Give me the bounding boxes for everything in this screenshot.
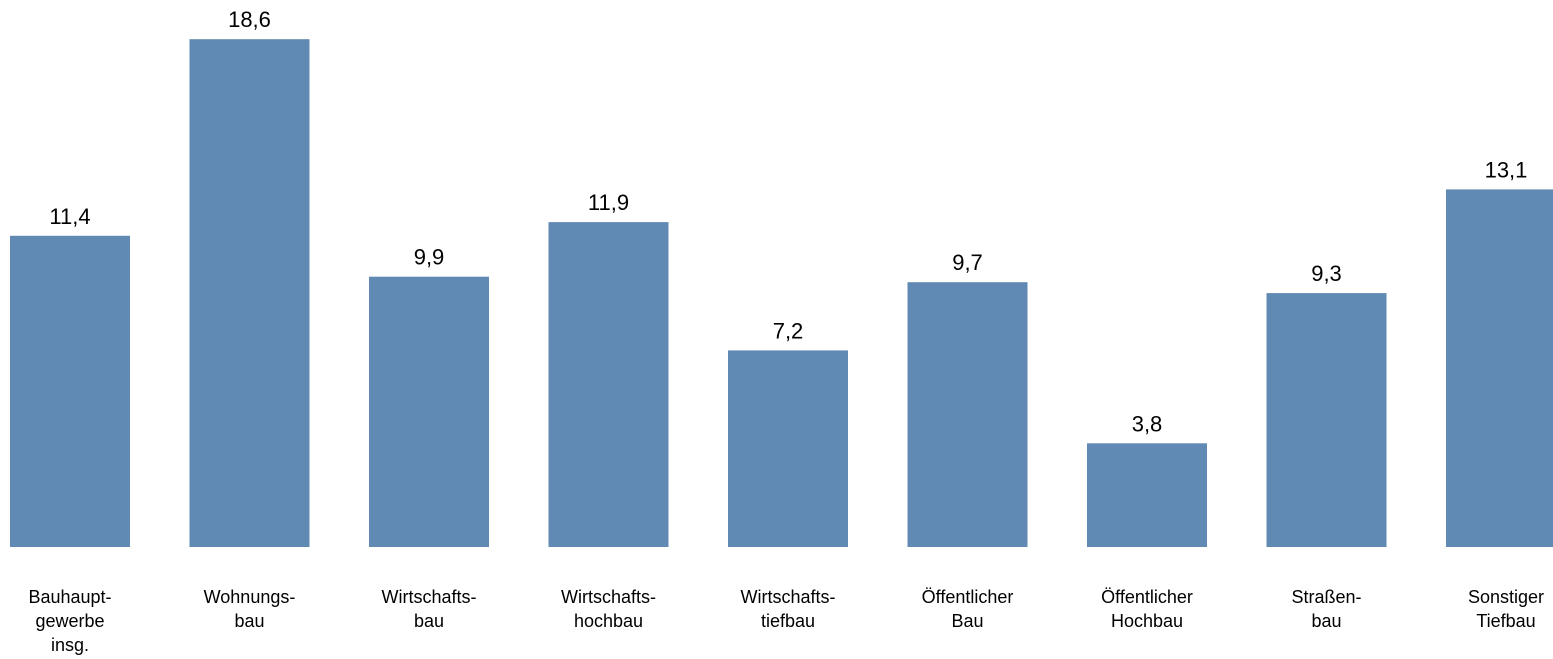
- category-label-line: Sonstiger: [1468, 587, 1544, 607]
- category-label-line: Bauhaupt-: [28, 587, 111, 607]
- category-label-line: Wirtschafts-: [740, 587, 835, 607]
- value-label-6: 3,8: [1132, 411, 1163, 436]
- category-label-line: Straßen-: [1291, 587, 1361, 607]
- category-labels-group: Bauhaupt-gewerbe insg.Wohnungs-bauWirtsch…: [28, 587, 1544, 655]
- value-labels-group: 11,4 18,6 9,9 11,9 7,2 9,7 3,8 9,3 13,1: [49, 7, 1527, 436]
- category-label-line: Öffentlicher: [922, 587, 1014, 607]
- category-label-1: Wohnungs-bau: [204, 587, 296, 631]
- category-label-line: tiefbau: [761, 611, 815, 631]
- category-label-line: Wirtschafts-: [561, 587, 656, 607]
- value-label-3: 11,9: [588, 190, 629, 215]
- bar-5: [907, 282, 1028, 547]
- category-label-line: insg.: [51, 635, 89, 655]
- category-label-6: Öffentlicher Hochbau: [1101, 587, 1193, 631]
- value-label-7: 9,3: [1311, 261, 1342, 286]
- category-label-line: hochbau: [574, 611, 643, 631]
- value-label-0: 11,4: [49, 204, 90, 229]
- bars-group: [10, 39, 1553, 548]
- value-label-1: 18,6: [228, 7, 271, 32]
- category-label-line: Wohnungs-: [204, 587, 296, 607]
- bar-7: [1266, 293, 1387, 547]
- category-label-line: bau: [1311, 611, 1341, 631]
- category-label-5: Öffentlicher Bau: [922, 587, 1014, 631]
- bar-6: [1087, 443, 1207, 547]
- value-label-4: 7,2: [773, 318, 804, 343]
- category-label-line: Bau: [951, 611, 983, 631]
- category-label-line: bau: [414, 611, 444, 631]
- value-label-8: 13,1: [1485, 157, 1528, 182]
- value-label-2: 9,9: [414, 245, 445, 270]
- category-label-line: bau: [234, 611, 264, 631]
- category-label-line: Öffentlicher: [1101, 587, 1193, 607]
- category-label-line: gewerbe: [35, 611, 104, 631]
- category-label-0: Bauhaupt-gewerbe insg.: [28, 587, 111, 655]
- bar-0: [10, 235, 130, 548]
- category-label-7: Straßen-bau: [1291, 587, 1361, 631]
- category-label-line: Tiefbau: [1476, 611, 1535, 631]
- category-label-8: Sonstiger Tiefbau: [1468, 587, 1544, 631]
- category-label-2: Wirtschafts-bau: [381, 587, 476, 631]
- bar-1: [189, 39, 310, 547]
- bar-8: [1446, 189, 1553, 547]
- bar-3: [548, 222, 669, 547]
- category-label-3: Wirtschafts-hochbau: [561, 587, 656, 631]
- value-label-5: 9,7: [952, 250, 983, 275]
- bar-2: [369, 276, 489, 547]
- bar-4: [728, 350, 848, 547]
- category-label-4: Wirtschafts-tiefbau: [740, 587, 835, 631]
- category-label-line: Wirtschafts-: [381, 587, 476, 607]
- category-label-line: Hochbau: [1111, 611, 1183, 631]
